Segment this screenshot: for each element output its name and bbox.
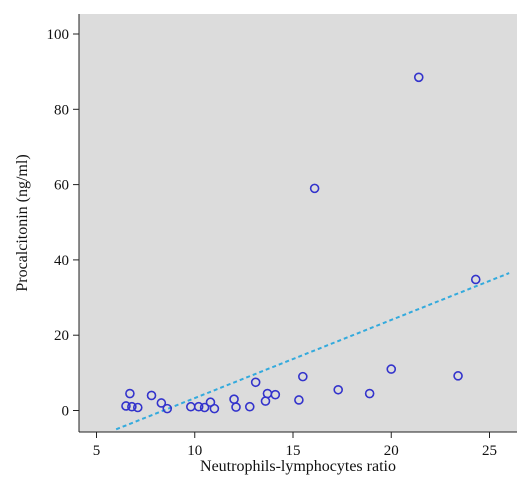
plot-background: [79, 14, 517, 432]
data-point: [294, 395, 304, 405]
data-point: [132, 402, 143, 413]
data-point: [125, 388, 135, 399]
data-point: [309, 183, 320, 194]
data-point: [121, 401, 131, 411]
y-tick-label: 100: [47, 27, 70, 43]
x-tick-label: 25: [482, 443, 497, 459]
data-point: [453, 371, 463, 381]
data-point: [127, 401, 137, 412]
data-point: [231, 402, 241, 412]
data-point: [270, 389, 281, 400]
x-tick-label: 10: [187, 443, 202, 459]
y-axis-title: Procalcitonin (ng/ml): [14, 154, 31, 291]
data-point: [156, 398, 167, 408]
data-point: [250, 377, 261, 388]
fit-line: [115, 272, 510, 431]
y-tick-label: 40: [54, 253, 69, 269]
y-tick-label: 60: [54, 178, 69, 194]
x-axis-title: Neutrophils-lymphocytes ratio: [200, 458, 396, 475]
data-point: [298, 371, 308, 382]
x-tick-label: 15: [286, 443, 301, 459]
data-point: [193, 401, 204, 412]
data-point: [146, 390, 157, 401]
data-point: [413, 72, 424, 83]
y-tick-label: 20: [54, 328, 69, 344]
data-point: [244, 401, 255, 412]
data-point: [209, 403, 220, 414]
x-tick-label: 20: [384, 443, 399, 459]
data-point: [199, 402, 210, 413]
x-tick-label: 5: [93, 443, 101, 459]
data-point: [470, 274, 481, 285]
data-point: [333, 384, 343, 395]
y-tick-label: 80: [54, 102, 69, 118]
data-point: [364, 388, 375, 399]
y-tick-label: 0: [62, 404, 70, 420]
data-point: [386, 364, 397, 374]
data-point: [162, 403, 173, 414]
